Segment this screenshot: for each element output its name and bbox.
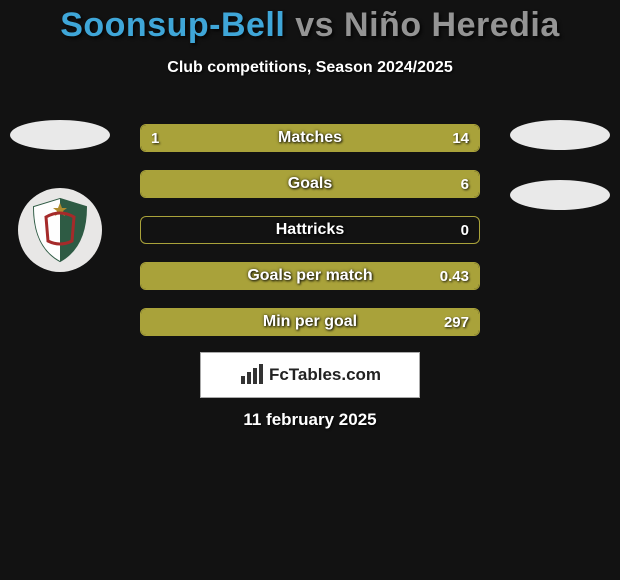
player2-club-placeholder — [510, 180, 610, 210]
bar-label: Goals — [141, 171, 479, 197]
brand-label: FcTables.com — [269, 365, 381, 385]
page-title: Soonsup-Bell vs Niño Heredia — [0, 0, 620, 45]
stats-bars: Matches1 14 Goals6 Hattricks0 Goals per matc… — [140, 124, 480, 336]
subtitle: Club competitions, Season 2024/2025 — [0, 59, 620, 77]
player1-flag-placeholder — [10, 120, 110, 150]
right-badges-column — [505, 120, 615, 210]
player2-name: Niño Heredia — [344, 6, 560, 44]
stat-bar: Matches1 14 — [140, 124, 480, 152]
stat-bar: Goals6 — [140, 170, 480, 198]
stat-bar: Goals per match0.43 — [140, 262, 480, 290]
player2-flag-placeholder — [510, 120, 610, 150]
bar-right-value: 6 — [461, 171, 469, 197]
bar-left-value: 1 — [151, 125, 159, 151]
bar-label: Matches — [141, 125, 479, 151]
bar-label: Min per goal — [141, 309, 479, 335]
date-label: 11 february 2025 — [0, 410, 620, 430]
bar-chart-icon — [239, 364, 265, 386]
bar-right-value: 0 — [461, 217, 469, 243]
bar-right-value: 14 — [452, 125, 469, 151]
vs-separator: vs — [285, 6, 344, 44]
bar-label: Goals per match — [141, 263, 479, 289]
bar-label: Hattricks — [141, 217, 479, 243]
shield-icon — [30, 197, 90, 263]
stat-bar: Min per goal297 — [140, 308, 480, 336]
brand-box[interactable]: FcTables.com — [200, 352, 420, 398]
left-badges-column — [5, 120, 115, 272]
stat-bar: Hattricks0 — [140, 216, 480, 244]
player1-name: Soonsup-Bell — [60, 6, 285, 44]
player1-club-badge — [18, 188, 102, 272]
bar-right-value: 0.43 — [440, 263, 469, 289]
bar-right-value: 297 — [444, 309, 469, 335]
